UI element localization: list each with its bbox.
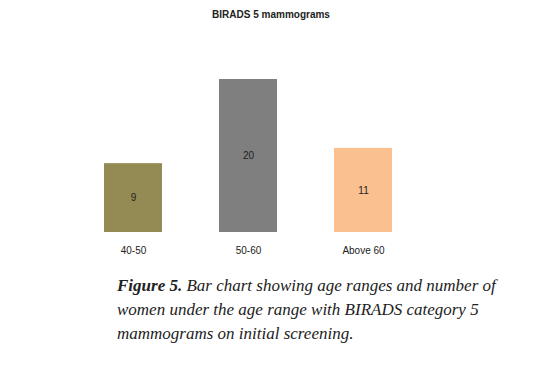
html-text:Figure 5. Bar chart showing ag: Figure 5. Bar chart showing age ranges a… [117,276,496,343]
svg-text:20: 20 [243,150,255,161]
svg-text:9: 9 [131,192,137,203]
svg-text:50-60: 50-60 [236,245,262,256]
svg-text:Above 60: Above 60 [342,245,385,256]
svg-text:40-50: 40-50 [121,245,147,256]
html-text:BIRADS 5 mammograms: BIRADS 5 mammograms [212,9,330,20]
svg-text:11: 11 [358,185,369,196]
